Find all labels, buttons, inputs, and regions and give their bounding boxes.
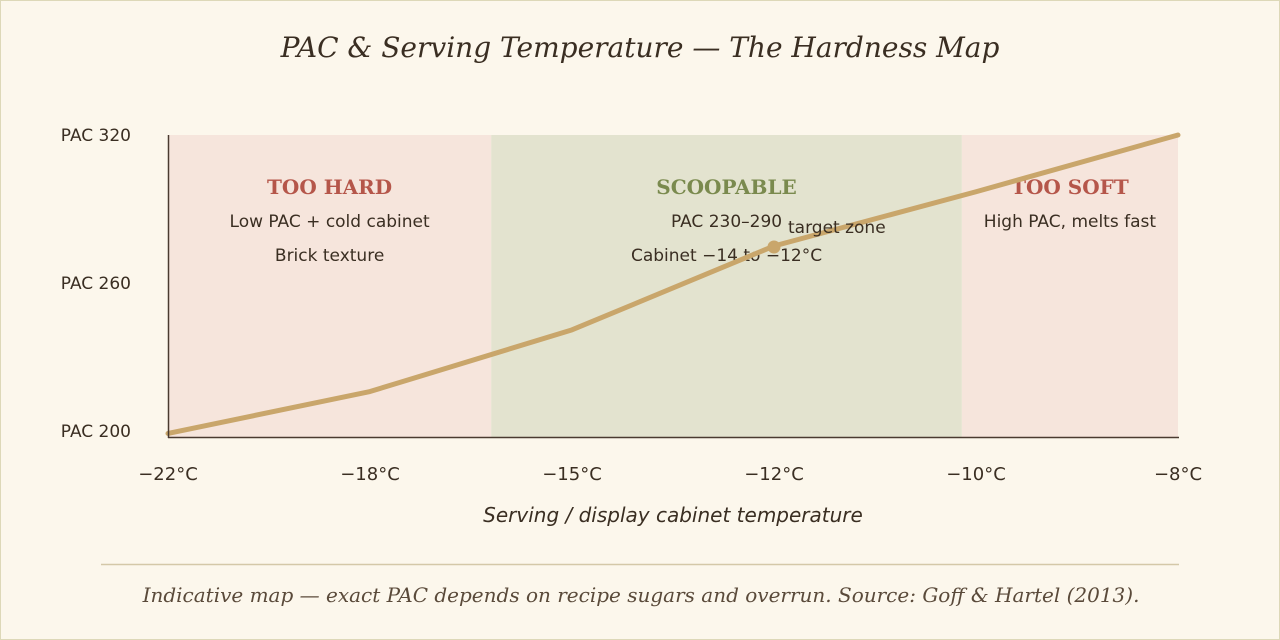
x-tick-label-0: −22°C bbox=[138, 464, 198, 485]
footnote: Indicative map — exact PAC depends on re… bbox=[142, 583, 1140, 607]
y-tick-label-2: PAC 320 bbox=[61, 126, 131, 146]
target-zone-marker bbox=[767, 240, 781, 254]
x-tick-label-1: −18°C bbox=[340, 464, 400, 485]
zone-1-band bbox=[491, 135, 962, 437]
x-axis-label: Serving / display cabinet temperature bbox=[483, 503, 863, 527]
x-tick-label-4: −10°C bbox=[946, 464, 1006, 485]
zone-2-title: TOO SOFT bbox=[1011, 175, 1129, 199]
zone-0-line-1: Brick texture bbox=[275, 246, 384, 266]
series-layer: target zone bbox=[165, 132, 1181, 436]
zones-layer bbox=[168, 135, 1178, 437]
chart-title: PAC & Serving Temperature — The Hardness… bbox=[280, 31, 1000, 64]
target-zone-label: target zone bbox=[788, 218, 886, 238]
zone-0-band bbox=[168, 135, 492, 437]
zone-1-title: SCOOPABLE bbox=[656, 175, 797, 199]
x-tick-label-3: −12°C bbox=[744, 464, 804, 485]
y-tick-label-1: PAC 260 bbox=[61, 274, 131, 294]
zone-1-line-0: PAC 230–290 bbox=[671, 212, 782, 232]
x-tick-label-2: −15°C bbox=[542, 464, 602, 485]
zone-0-title: TOO HARD bbox=[267, 175, 392, 199]
zone-labels-layer: TOO HARD Low PAC + cold cabinet Brick text… bbox=[230, 175, 1157, 266]
zone-1-line-1: Cabinet −14 to −12°C bbox=[631, 246, 822, 266]
y-tick-label-0: PAC 200 bbox=[61, 422, 131, 442]
zone-2-line-0: High PAC, melts fast bbox=[984, 212, 1157, 232]
series-0-line bbox=[165, 132, 1181, 436]
zone-0-line-0: Low PAC + cold cabinet bbox=[230, 212, 430, 232]
y-tick-labels: PAC 200 PAC 260 PAC 320 bbox=[61, 126, 131, 442]
x-tick-labels: −22°C −18°C −15°C −12°C −10°C −8°C bbox=[138, 464, 1202, 485]
x-tick-label-5: −8°C bbox=[1154, 464, 1202, 485]
